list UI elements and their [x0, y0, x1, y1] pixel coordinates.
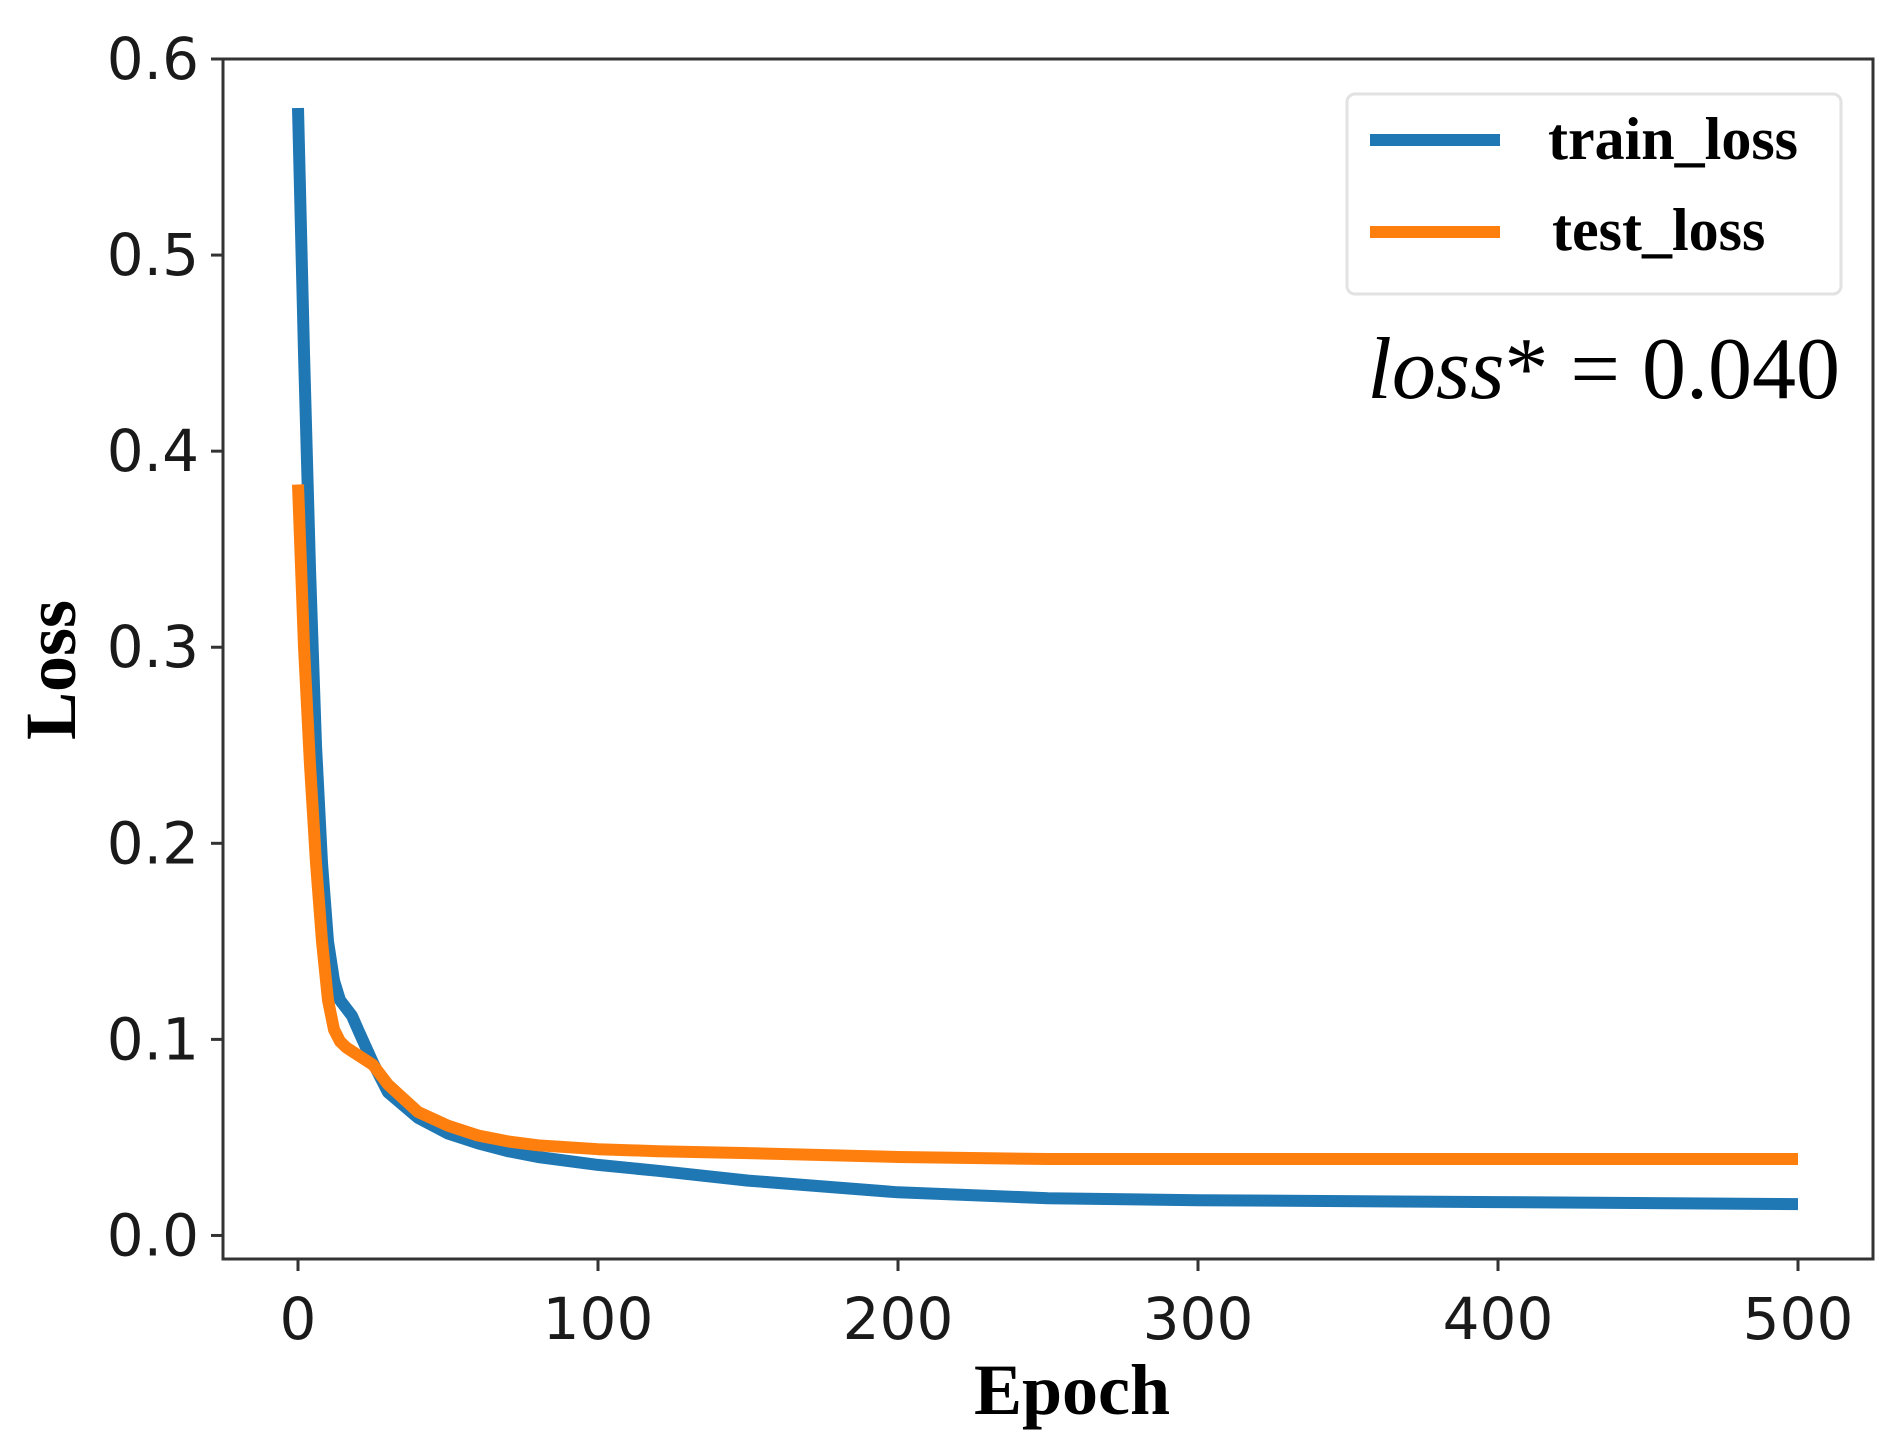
x-axis-ticks: 0 100 200 300 400 500: [280, 1259, 1854, 1353]
y-tick-label: 0.5: [107, 221, 199, 289]
series-line-test-loss: [292, 484, 1798, 1165]
series-lines: [292, 107, 1799, 1211]
y-tick-label: 0.0: [107, 1201, 199, 1269]
y-tick-label: 0.6: [107, 25, 199, 93]
loss-annotation-value: * = 0.040: [1504, 321, 1840, 418]
loss-annotation: loss* = 0.040: [1367, 321, 1840, 418]
plot-frame: [221, 57, 1875, 1261]
y-tick-label: 0.3: [107, 613, 199, 681]
x-tick-label: 400: [1443, 1285, 1554, 1353]
x-tick-label: 100: [543, 1285, 654, 1353]
y-tick-label: 0.4: [107, 417, 199, 485]
x-tick-label: 200: [843, 1285, 954, 1353]
x-tick-label: 500: [1743, 1285, 1854, 1353]
y-tick-label: 0.2: [107, 809, 199, 877]
x-tick-label: 0: [280, 1285, 317, 1353]
legend-label-test-loss: test_loss: [1552, 197, 1765, 263]
x-tick-label: 300: [1143, 1285, 1254, 1353]
y-tick-label: 0.1: [107, 1005, 199, 1073]
y-axis-title: Loss: [11, 600, 91, 740]
legend: train_loss test_loss: [1345, 92, 1843, 296]
loss-annotation-italic: loss: [1367, 321, 1504, 418]
y-axis-ticks: 0.0 0.1 0.2 0.3 0.4 0.5 0.6: [107, 25, 223, 1269]
legend-label-train-loss: train_loss: [1548, 106, 1798, 172]
x-axis-title: Epoch: [974, 1350, 1170, 1430]
